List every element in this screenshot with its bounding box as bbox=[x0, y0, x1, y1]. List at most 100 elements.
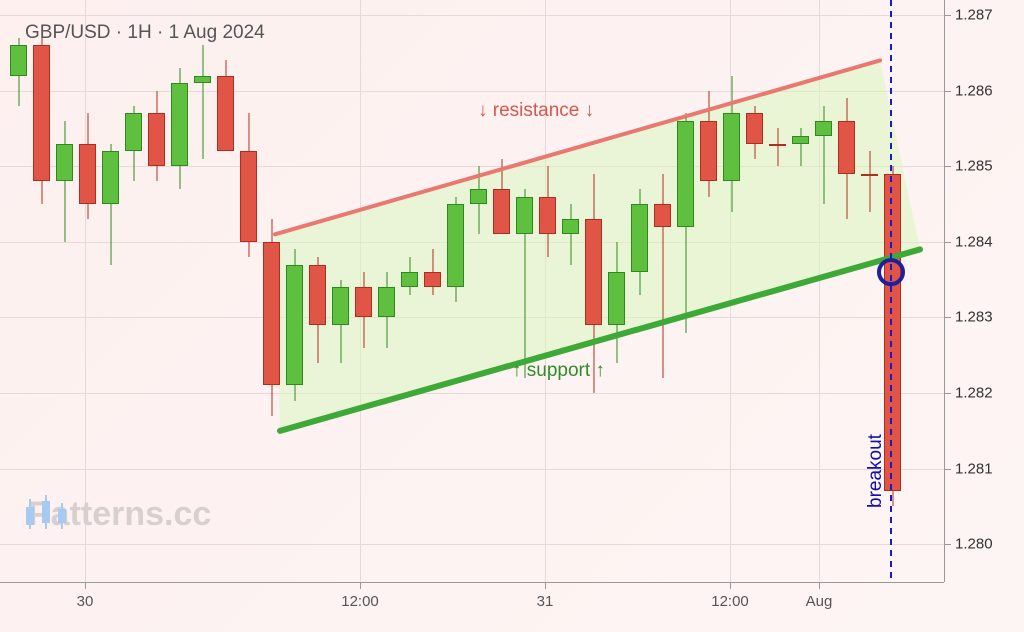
x-label: 12:00 bbox=[341, 593, 379, 610]
candlestick bbox=[217, 0, 234, 582]
candle-body bbox=[217, 76, 234, 152]
y-tick bbox=[945, 15, 951, 16]
candle-body bbox=[332, 287, 349, 325]
y-label: 1.282 bbox=[955, 385, 993, 402]
candle-body bbox=[263, 242, 280, 386]
y-tick bbox=[945, 242, 951, 243]
watermark-text: Patterns.cc bbox=[28, 495, 211, 534]
candlestick bbox=[493, 0, 510, 582]
candle-body bbox=[355, 287, 372, 317]
candle-body bbox=[148, 113, 165, 166]
candlestick bbox=[424, 0, 441, 582]
candle-body bbox=[493, 189, 510, 234]
y-label: 1.285 bbox=[955, 158, 993, 175]
candlestick bbox=[286, 0, 303, 582]
candlestick bbox=[585, 0, 602, 582]
x-tick bbox=[545, 583, 546, 589]
chart-container: 1.280 1.281 1.282 1.283 1.284 1.285 1.286 1.287… bbox=[0, 0, 1024, 632]
x-tick bbox=[730, 583, 731, 589]
candlestick bbox=[332, 0, 349, 582]
candle-body bbox=[792, 136, 809, 144]
candlestick bbox=[562, 0, 579, 582]
candle-body bbox=[746, 113, 763, 143]
x-axis: 3012:003112:00Aug bbox=[0, 582, 944, 632]
candle-body bbox=[378, 287, 395, 317]
resistance-label: ↓ resistance ↓ bbox=[478, 100, 594, 122]
candle-body bbox=[585, 219, 602, 325]
x-label: Aug bbox=[806, 593, 833, 610]
candlestick bbox=[309, 0, 326, 582]
candle-body bbox=[539, 197, 556, 235]
x-tick bbox=[85, 583, 86, 589]
candlestick bbox=[654, 0, 671, 582]
candle-wick bbox=[777, 128, 778, 166]
candle-body bbox=[240, 151, 257, 242]
candle-body bbox=[654, 204, 671, 227]
y-axis: 1.280 1.281 1.282 1.283 1.284 1.285 1.286 1.287 bbox=[944, 0, 1024, 582]
candlestick bbox=[240, 0, 257, 582]
candle-body bbox=[171, 83, 188, 166]
y-tick bbox=[945, 317, 951, 318]
candlestick bbox=[815, 0, 832, 582]
candle-body bbox=[608, 272, 625, 325]
candle-body bbox=[447, 204, 464, 287]
candle-body bbox=[56, 144, 73, 182]
candlestick bbox=[355, 0, 372, 582]
candlestick bbox=[838, 0, 855, 582]
candlestick bbox=[539, 0, 556, 582]
candle-body bbox=[723, 113, 740, 181]
y-label: 1.283 bbox=[955, 309, 993, 326]
candlestick bbox=[401, 0, 418, 582]
candlestick bbox=[516, 0, 533, 582]
x-tick bbox=[819, 583, 820, 589]
candle-body bbox=[769, 144, 786, 146]
y-tick bbox=[945, 544, 951, 545]
candlestick bbox=[769, 0, 786, 582]
candle-body bbox=[861, 174, 878, 176]
candle-body bbox=[838, 121, 855, 174]
candle-body bbox=[401, 272, 418, 287]
candle-body bbox=[102, 151, 119, 204]
y-tick bbox=[945, 469, 951, 470]
candle-body bbox=[33, 45, 50, 181]
candlestick bbox=[700, 0, 717, 582]
y-tick bbox=[945, 91, 951, 92]
candlestick bbox=[723, 0, 740, 582]
y-tick bbox=[945, 166, 951, 167]
chart-title: GBP/USD · 1H · 1 Aug 2024 bbox=[25, 22, 265, 44]
candle-body bbox=[194, 76, 211, 84]
breakout-label: breakout bbox=[865, 434, 887, 508]
candlestick bbox=[378, 0, 395, 582]
candlestick bbox=[447, 0, 464, 582]
candlestick bbox=[263, 0, 280, 582]
y-label: 1.280 bbox=[955, 536, 993, 553]
candlestick bbox=[792, 0, 809, 582]
candlestick bbox=[746, 0, 763, 582]
watermark: Patterns.cc bbox=[20, 495, 211, 534]
candle-body bbox=[677, 121, 694, 227]
y-label: 1.286 bbox=[955, 82, 993, 99]
candle-body bbox=[125, 113, 142, 151]
candle-wick bbox=[800, 128, 801, 166]
candlestick bbox=[608, 0, 625, 582]
y-label: 1.287 bbox=[955, 7, 993, 24]
candle-body bbox=[516, 197, 533, 235]
candle-body bbox=[79, 144, 96, 204]
candle-wick bbox=[202, 45, 203, 158]
x-tick bbox=[360, 583, 361, 589]
y-label: 1.281 bbox=[955, 460, 993, 477]
candle-body bbox=[424, 272, 441, 287]
x-label: 30 bbox=[77, 593, 94, 610]
y-tick bbox=[945, 393, 951, 394]
candle-wick bbox=[869, 151, 870, 211]
support-label: ↑ support ↑ bbox=[512, 360, 605, 382]
candle-body bbox=[700, 121, 717, 181]
candle-body bbox=[309, 265, 326, 325]
y-label: 1.284 bbox=[955, 233, 993, 250]
candle-body bbox=[815, 121, 832, 136]
candle-body bbox=[470, 189, 487, 204]
candlestick bbox=[677, 0, 694, 582]
candlestick bbox=[470, 0, 487, 582]
x-label: 31 bbox=[537, 593, 554, 610]
candle-body bbox=[286, 265, 303, 386]
